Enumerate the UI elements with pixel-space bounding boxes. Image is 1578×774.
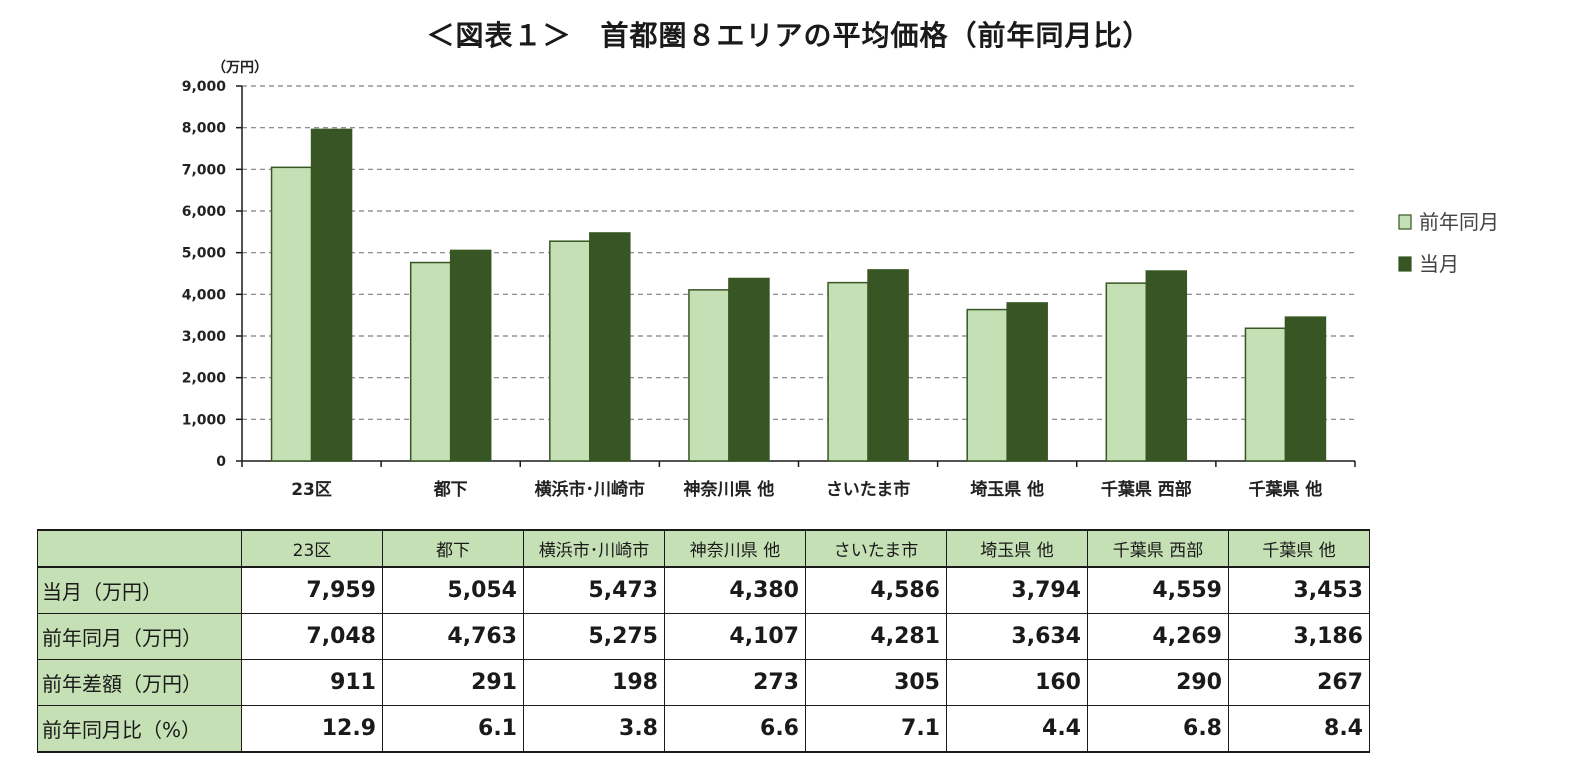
bar-current bbox=[449, 249, 492, 462]
table-cell: 273 bbox=[664, 659, 806, 706]
table-cell: 3,453 bbox=[1228, 566, 1370, 614]
row-label: 前年同月比（%） bbox=[37, 705, 242, 753]
y-tick-label: 1,000 bbox=[182, 412, 227, 428]
table-cell: 3,186 bbox=[1228, 613, 1370, 660]
bar-prev-year bbox=[549, 240, 591, 462]
table-cell: 7,959 bbox=[241, 566, 383, 614]
bar-prev-year bbox=[409, 261, 452, 462]
table-cell: 3,794 bbox=[946, 566, 1088, 614]
table-row: 前年同月（万円） 7,048 4,763 5,275 4,107 4,281 3… bbox=[37, 613, 1370, 660]
table-row: 前年差額（万円） 911 291 198 273 305 160 290 267 bbox=[37, 659, 1370, 706]
row-label: 前年同月（万円） bbox=[37, 613, 242, 660]
table-cell: 5,275 bbox=[523, 613, 665, 660]
row-label: 当月（万円） bbox=[37, 566, 242, 614]
data-table: 23区 都下 横浜市･川崎市 神奈川県 他 さいたま市 埼玉県 他 千葉県 西部… bbox=[37, 529, 1370, 753]
y-axis-unit-label: （万円） bbox=[212, 60, 268, 76]
y-tick-label: 6,000 bbox=[182, 204, 227, 220]
table-cell: 291 bbox=[382, 659, 524, 706]
table-cell: 4,380 bbox=[664, 566, 806, 614]
table-column-header: 都下 bbox=[382, 529, 524, 568]
bar-chart: （万円） 0 1,000 2,000 3,000 4,000 5,000 6,000 7,000… bbox=[182, 60, 1499, 500]
y-tick-label: 8,000 bbox=[182, 121, 227, 137]
x-category-label: 千葉県 西部 bbox=[1101, 479, 1192, 500]
x-category-label: さいたま市 bbox=[826, 479, 911, 500]
bar-prev-year bbox=[270, 166, 313, 462]
table-cell: 3.8 bbox=[523, 705, 665, 753]
table-cell: 4,763 bbox=[382, 613, 524, 660]
y-tick-label: 9,000 bbox=[182, 79, 227, 95]
bar-prev-year bbox=[1244, 327, 1287, 462]
table-cell: 7,048 bbox=[241, 613, 383, 660]
table-column-header: 埼玉県 他 bbox=[946, 529, 1088, 568]
y-tick-label: 7,000 bbox=[182, 162, 227, 178]
table-column-header: 千葉県 西部 bbox=[1087, 529, 1229, 568]
table-cell: 290 bbox=[1087, 659, 1229, 706]
table-cell: 5,054 bbox=[382, 566, 524, 614]
table-column-header: 千葉県 他 bbox=[1228, 529, 1370, 568]
table-header-row: 23区 都下 横浜市･川崎市 神奈川県 他 さいたま市 埼玉県 他 千葉県 西部… bbox=[37, 529, 1370, 568]
bar-current bbox=[728, 277, 770, 462]
table-cell: 4,281 bbox=[805, 613, 947, 660]
bar-current bbox=[1006, 302, 1048, 462]
bar-current bbox=[1145, 270, 1188, 462]
table-column-header: 23区 bbox=[241, 529, 383, 568]
bar-current bbox=[1284, 316, 1327, 462]
table-cell: 198 bbox=[523, 659, 665, 706]
table-cell: 4,107 bbox=[664, 613, 806, 660]
table-column-header: 横浜市･川崎市 bbox=[523, 529, 665, 568]
y-tick-label: 5,000 bbox=[182, 246, 227, 262]
table-cell: 6.1 bbox=[382, 705, 524, 753]
x-category-label: 千葉県 他 bbox=[1248, 479, 1322, 500]
table-cell: 7.1 bbox=[805, 705, 947, 753]
table-cell: 4.4 bbox=[946, 705, 1088, 753]
bar-prev-year bbox=[688, 289, 730, 462]
bar-current bbox=[867, 269, 909, 462]
table-cell: 8.4 bbox=[1228, 705, 1370, 753]
bar-prev-year bbox=[966, 308, 1008, 462]
bar-prev-year bbox=[827, 281, 869, 462]
y-tick-label: 3,000 bbox=[182, 329, 227, 345]
x-category-label: 埼玉県 他 bbox=[970, 479, 1044, 500]
table-cell: 160 bbox=[946, 659, 1088, 706]
table-cell: 267 bbox=[1228, 659, 1370, 706]
legend-label: 当月 bbox=[1419, 252, 1459, 276]
table-cell: 305 bbox=[805, 659, 947, 706]
bar-prev-year bbox=[1105, 282, 1148, 462]
legend-swatch bbox=[1398, 256, 1412, 272]
bar-current bbox=[310, 128, 353, 462]
table-cell: 6.6 bbox=[664, 705, 806, 753]
y-tick-label: 0 bbox=[216, 454, 226, 470]
table-cell: 4,559 bbox=[1087, 566, 1229, 614]
table-cell: 911 bbox=[241, 659, 383, 706]
x-category-label: 23区 bbox=[291, 480, 332, 500]
chart-title: ＜図表１＞ 首都圏８エリアの平均価格（前年同月比） bbox=[426, 19, 1152, 52]
table-cell: 6.8 bbox=[1087, 705, 1229, 753]
bar-current bbox=[589, 232, 631, 462]
y-tick-label: 2,000 bbox=[182, 371, 227, 387]
x-category-label: 都下 bbox=[433, 479, 468, 500]
legend-label: 前年同月 bbox=[1419, 210, 1499, 234]
table-row: 当月（万円） 7,959 5,054 5,473 4,380 4,586 3,7… bbox=[37, 566, 1370, 614]
row-label: 前年差額（万円） bbox=[37, 659, 242, 706]
x-category-label: 横浜市･川崎市 bbox=[535, 479, 646, 500]
table-cell: 5,473 bbox=[523, 566, 665, 614]
table-cell: 4,269 bbox=[1087, 613, 1229, 660]
table-corner-cell bbox=[37, 529, 242, 568]
table-column-header: さいたま市 bbox=[805, 529, 947, 568]
y-tick-label: 4,000 bbox=[182, 287, 227, 303]
table-cell: 4,586 bbox=[805, 566, 947, 614]
x-category-label: 神奈川県 他 bbox=[683, 479, 774, 500]
table-cell: 3,634 bbox=[946, 613, 1088, 660]
legend-swatch bbox=[1398, 214, 1412, 230]
table-cell: 12.9 bbox=[241, 705, 383, 753]
table-row: 前年同月比（%） 12.9 6.1 3.8 6.6 7.1 4.4 6.8 8.… bbox=[37, 705, 1370, 753]
table-column-header: 神奈川県 他 bbox=[664, 529, 806, 568]
